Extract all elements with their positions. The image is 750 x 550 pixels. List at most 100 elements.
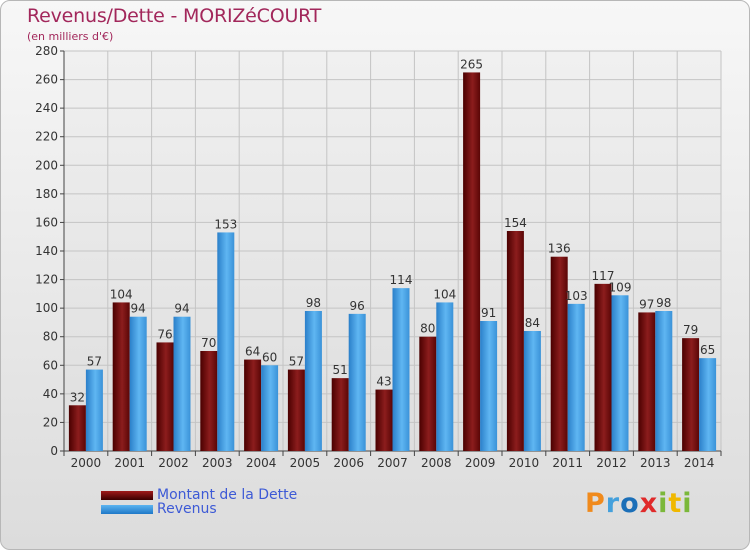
data-label-debt: 43 [376, 375, 391, 389]
data-label-debt: 70 [201, 336, 216, 350]
bar-debt [112, 302, 130, 451]
data-label-debt: 76 [157, 327, 172, 341]
bar-revenue [129, 316, 147, 451]
data-label-revenue: 94 [131, 302, 146, 316]
data-label-revenue: 104 [433, 287, 456, 301]
data-label-revenue: 60 [262, 350, 277, 364]
bar-revenue [348, 313, 366, 451]
bar-debt [156, 342, 174, 451]
data-label-debt: 57 [289, 355, 304, 369]
x-tick-label: 2011 [552, 456, 583, 470]
data-label-debt: 51 [333, 363, 348, 377]
bar-debt [506, 231, 524, 451]
x-tick-label: 2013 [640, 456, 671, 470]
x-tick-label: 2002 [158, 456, 189, 470]
bar-revenue [567, 303, 585, 451]
data-label-debt: 64 [245, 345, 260, 359]
logo-letter: r [605, 488, 621, 519]
bar-revenue [480, 321, 498, 451]
x-tick-label: 2009 [465, 456, 496, 470]
bar-debt [287, 369, 305, 451]
data-label-debt: 32 [70, 390, 85, 404]
data-label-revenue: 91 [481, 306, 496, 320]
bar-debt [682, 338, 700, 451]
y-tick-label: 180 [35, 187, 58, 201]
y-tick-label: 200 [35, 158, 58, 172]
y-tick-label: 280 [35, 44, 58, 58]
logo-letter: x [639, 488, 659, 519]
x-tick-label: 2008 [421, 456, 452, 470]
proxiti-logo: Proxiti [585, 488, 693, 519]
bar-revenue [523, 331, 541, 451]
bar-debt [594, 283, 612, 451]
data-label-revenue: 65 [700, 343, 715, 357]
bar-debt [200, 351, 218, 451]
bar-revenue [261, 365, 279, 451]
data-label-debt: 154 [504, 216, 527, 230]
data-label-revenue: 103 [565, 289, 588, 303]
y-tick-label: 160 [35, 215, 58, 229]
data-label-debt: 117 [592, 269, 615, 283]
data-label-revenue: 98 [656, 296, 671, 310]
bar-revenue [304, 311, 322, 451]
legend-item-debt: Montant de la Dette [101, 487, 298, 503]
bar-revenue [699, 358, 717, 451]
legend-swatch-revenue [101, 504, 153, 514]
logo-letter: o [620, 488, 640, 519]
bar-debt [68, 405, 86, 451]
data-label-debt: 79 [683, 323, 698, 337]
bar-revenue [611, 295, 629, 451]
data-label-revenue: 96 [350, 299, 365, 313]
y-tick-label: 260 [35, 73, 58, 87]
logo-letter: t [668, 488, 683, 519]
logo-letter: P [585, 488, 606, 519]
y-tick-label: 80 [43, 330, 58, 344]
bar-revenue [655, 311, 673, 451]
bar-debt [463, 72, 481, 451]
logo-letter: i [682, 488, 693, 519]
x-tick-label: 2010 [509, 456, 540, 470]
x-tick-label: 2007 [377, 456, 408, 470]
y-tick-label: 220 [35, 130, 58, 144]
data-label-debt: 97 [639, 297, 654, 311]
data-label-debt: 104 [110, 287, 133, 301]
y-tick-label: 120 [35, 273, 58, 287]
legend-label-revenue: Revenus [157, 501, 217, 517]
chart-subtitle: (en milliers d'€) [27, 30, 114, 43]
bar-revenue [392, 288, 410, 451]
bar-debt [375, 389, 393, 451]
y-tick-label: 20 [43, 415, 58, 429]
data-label-revenue: 153 [214, 217, 237, 231]
bar-debt [244, 359, 262, 451]
y-tick-label: 240 [35, 101, 58, 115]
data-label-revenue: 109 [609, 280, 632, 294]
y-tick-label: 140 [35, 244, 58, 258]
x-tick-label: 2012 [596, 456, 627, 470]
bar-revenue [436, 302, 454, 451]
bar-revenue [85, 369, 103, 451]
x-tick-label: 2003 [202, 456, 233, 470]
x-tick-label: 2001 [114, 456, 145, 470]
data-label-revenue: 114 [390, 273, 413, 287]
legend-swatch-debt [101, 490, 153, 500]
y-tick-label: 40 [43, 387, 58, 401]
data-label-debt: 136 [548, 242, 571, 256]
legend-label-debt: Montant de la Dette [157, 487, 298, 503]
data-label-debt: 80 [420, 322, 435, 336]
data-label-revenue: 84 [525, 316, 540, 330]
data-label-revenue: 57 [87, 355, 102, 369]
y-tick-label: 60 [43, 358, 58, 372]
x-tick-label: 2006 [333, 456, 364, 470]
x-tick-label: 2014 [684, 456, 715, 470]
y-tick-label: 0 [50, 444, 58, 458]
bar-debt [331, 378, 349, 451]
y-tick-label: 100 [35, 301, 58, 315]
logo-letter: i [658, 488, 669, 519]
data-label-revenue: 98 [306, 296, 321, 310]
x-tick-label: 2004 [246, 456, 277, 470]
x-tick-label: 2005 [290, 456, 321, 470]
chart-title: Revenus/Dette - MORIZéCOURT [27, 5, 322, 27]
x-tick-label: 2000 [71, 456, 102, 470]
